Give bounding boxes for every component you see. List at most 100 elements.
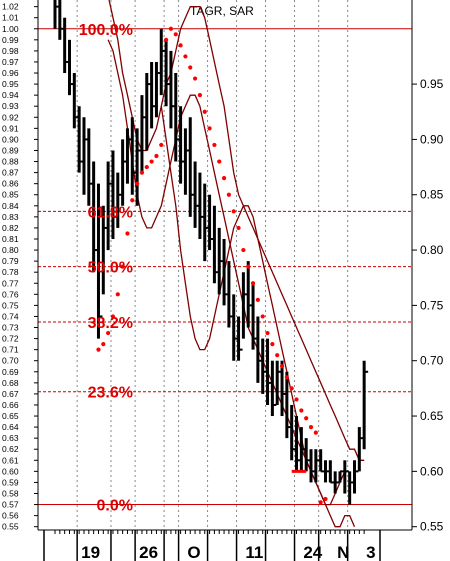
right-tick-label: 0.90 <box>420 132 444 146</box>
sar-dot <box>202 109 207 114</box>
date-label: 11 <box>245 543 263 561</box>
sar-dot <box>255 297 260 302</box>
left-tick-label: 0.84 <box>2 201 19 211</box>
week-gridlines <box>76 0 349 530</box>
fib-label: 23.6% <box>88 385 133 402</box>
left-tick-label: 0.58 <box>2 488 19 498</box>
sar-dot <box>231 209 236 214</box>
left-tick-label: 0.75 <box>2 300 19 310</box>
sar-dot <box>236 225 241 231</box>
sar-dot <box>139 170 145 175</box>
sar-dot <box>130 198 135 203</box>
sar-dot <box>197 93 203 98</box>
right-tick-label: 0.95 <box>420 77 444 91</box>
sar-dot <box>260 314 265 319</box>
left-tick-label: 1.02 <box>2 2 19 12</box>
left-tick-label: 0.79 <box>2 256 19 266</box>
right-axis-ticks: 0.95 0.90 0.85 0.80 0.75 0.70 0.65 0.60 0.55 <box>412 77 444 534</box>
sar-dot <box>207 126 212 131</box>
price-bar <box>237 316 243 361</box>
sar-dot <box>149 159 154 164</box>
sar-dot <box>284 375 289 380</box>
sar-dot <box>106 330 111 336</box>
left-tick-label: 0.57 <box>2 500 19 510</box>
sar-dot <box>270 342 275 347</box>
sar-dot <box>241 247 246 253</box>
left-tick-label: 0.86 <box>2 179 19 189</box>
left-tick-label: 0.91 <box>2 123 19 133</box>
right-tick-label: 0.75 <box>420 298 444 312</box>
sar-dot <box>110 314 116 319</box>
left-tick-label: 0.68 <box>2 378 19 388</box>
sar-dot <box>217 159 222 164</box>
left-tick-label: 0.94 <box>2 90 19 100</box>
sar-dot <box>279 364 285 369</box>
left-tick-label: 0.73 <box>2 323 19 333</box>
left-tick-label: 0.66 <box>2 400 19 410</box>
left-tick-label: 0.71 <box>2 345 19 355</box>
left-tick-label: 0.60 <box>2 466 19 476</box>
left-tick-label: 0.83 <box>2 212 19 222</box>
left-tick-label: 0.63 <box>2 433 19 443</box>
left-tick-label: 0.61 <box>2 455 19 465</box>
date-label: 19 <box>81 543 100 561</box>
fib-label: 61.8% <box>88 204 133 221</box>
sar-dot <box>299 408 304 413</box>
right-tick-label: 0.65 <box>420 409 444 423</box>
sar-dot <box>313 430 318 435</box>
date-label: N <box>337 543 349 561</box>
date-axis: 19 26 O 11 24 N 3 <box>43 530 381 561</box>
fibonacci-labels: 100.0% 61.8% 50.0% 38.2% 23.6% 0.0% <box>79 22 133 515</box>
left-tick-label: 0.90 <box>2 134 19 144</box>
right-tick-label: 0.80 <box>420 243 444 257</box>
left-tick-label: 0.56 <box>2 511 19 521</box>
sar-dot <box>250 281 256 286</box>
sar-dot <box>159 142 164 148</box>
sar-dot <box>304 416 309 421</box>
date-label: 26 <box>139 543 158 561</box>
sar-dot <box>192 76 198 81</box>
sar-dot <box>221 176 227 181</box>
sar-dot <box>144 164 149 170</box>
price-bar <box>96 183 103 339</box>
sar-dot <box>154 153 159 159</box>
chart-title: TAGR, SAR <box>190 4 254 18</box>
left-tick-label: 0.92 <box>2 112 19 122</box>
sar-dot <box>308 424 314 430</box>
sar-dot <box>246 264 251 269</box>
sar-dot <box>101 342 106 347</box>
right-tick-label: 0.55 <box>420 520 444 534</box>
left-tick-label: 1.01 <box>2 13 19 23</box>
sar-dot <box>265 330 270 336</box>
left-tick-label: 0.99 <box>2 35 19 45</box>
left-tick-label: 0.69 <box>2 367 19 377</box>
fib-label: 50.0% <box>88 260 133 277</box>
sar-dot <box>96 347 101 352</box>
left-tick-label: 0.97 <box>2 57 19 67</box>
left-tick-label: 0.65 <box>2 411 19 421</box>
date-label: O <box>187 543 200 561</box>
sar-dot <box>294 397 299 402</box>
left-tick-label: 0.95 <box>2 79 19 89</box>
sar-dot <box>226 192 231 197</box>
right-tick-label: 0.70 <box>420 354 444 368</box>
fib-label: 0.0% <box>97 498 133 515</box>
left-tick-label: 0.85 <box>2 190 19 200</box>
right-tick-label: 0.60 <box>420 464 444 478</box>
sar-dot <box>164 37 169 42</box>
sar-dot <box>275 353 280 358</box>
left-tick-label: 0.64 <box>2 422 19 432</box>
left-tick-label: 1.00 <box>2 24 19 34</box>
price-bar <box>362 360 369 450</box>
price-bars <box>53 0 369 505</box>
sar-dot <box>212 142 217 148</box>
left-tick-label: 0.67 <box>2 389 19 399</box>
left-tick-label: 0.88 <box>2 157 19 167</box>
sar-dot <box>168 26 174 31</box>
date-label: 3 <box>366 543 375 561</box>
left-tick-label: 0.62 <box>2 444 19 454</box>
left-tick-label: 0.89 <box>2 145 19 155</box>
sar-dot <box>183 54 188 59</box>
sar-dot <box>173 32 178 37</box>
